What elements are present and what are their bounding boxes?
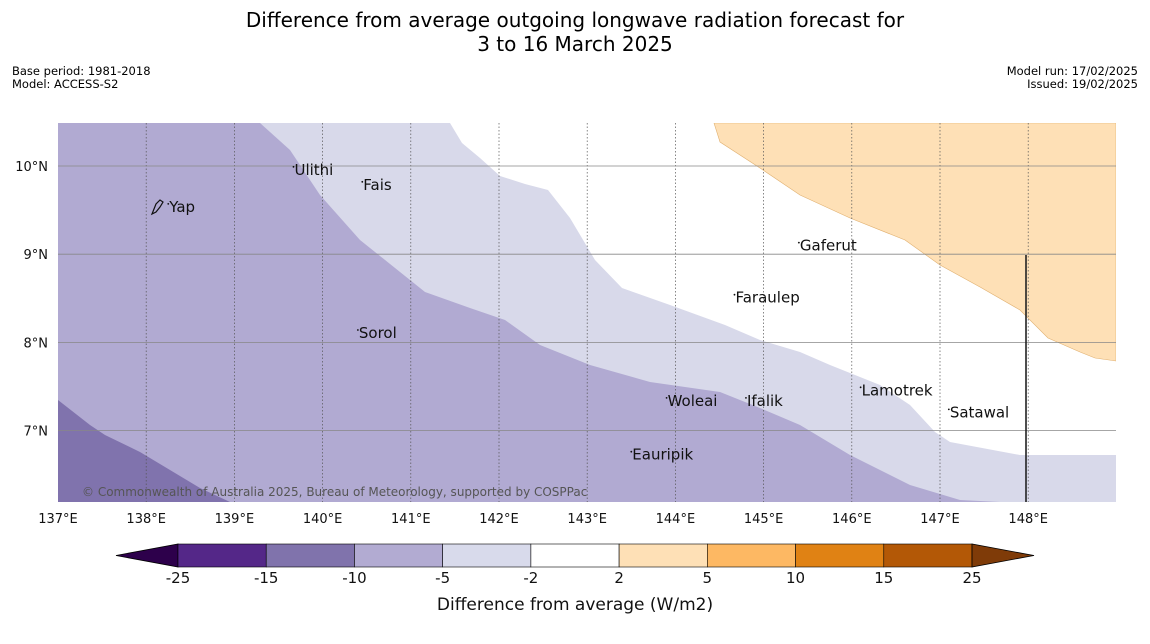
- latitude-tick-label: 7°N: [24, 425, 49, 440]
- colorbar-tick-label: 25: [962, 569, 981, 587]
- model-text: Model: ACCESS-S2: [12, 77, 119, 91]
- place-labels: Yap Ulithi Fais Gaferut Faraulep Sorol Lamotre…: [167, 161, 1009, 464]
- longitude-tick-label: 143°E: [567, 512, 607, 527]
- longitude-tick-label: 138°E: [126, 512, 166, 527]
- longitude-tick-label: 139°E: [215, 512, 255, 527]
- longitude-tick-label: 141°E: [391, 512, 431, 527]
- colorbar-segment: [795, 543, 885, 568]
- island-marker: [733, 293, 736, 296]
- colorbar-segment: [354, 543, 443, 568]
- place-label: Woleai: [668, 392, 718, 410]
- place-label: Satawal: [950, 403, 1009, 421]
- colorbar: -25 -15 -10 -5 -2 2 5 10 15 25: [115, 543, 1035, 587]
- island-marker: [745, 397, 747, 399]
- colorbar-tick-label: -2: [523, 569, 538, 587]
- colorbar-segment: [530, 543, 620, 568]
- island-marker: [797, 241, 800, 244]
- colorbar-segment: [618, 543, 708, 568]
- island-marker: [630, 450, 633, 453]
- island-marker: [292, 165, 295, 168]
- longitude-tick-label: 148°E: [1008, 512, 1048, 527]
- latitude-tick-label: 10°N: [15, 160, 48, 175]
- colorbar-tick-label: -5: [435, 569, 450, 587]
- longitude-tick-label: 137°E: [38, 512, 78, 527]
- map-title-line-1: Difference from average outgoing longwav…: [245, 8, 905, 32]
- latitude-tick-labels: 10°N 9°N 8°N 7°N: [15, 160, 48, 440]
- anomaly-band-minus15-to-minus10: [58, 400, 230, 502]
- place-label: Fais: [363, 176, 392, 194]
- latitude-tick-label: 8°N: [24, 336, 49, 351]
- island-marker: [361, 180, 364, 183]
- longitude-tick-label: 145°E: [744, 512, 784, 527]
- anomaly-band-plus2-to-plus5: [713, 123, 1116, 362]
- longitude-tick-label: 142°E: [479, 512, 519, 527]
- place-label: Eauripik: [632, 446, 693, 464]
- model-run-text: Model run: 17/02/2025: [1006, 64, 1138, 78]
- map-title: Difference from average outgoing longwav…: [0, 8, 1150, 56]
- issued-text: Issued: 19/02/2025: [1027, 77, 1138, 91]
- forecast-info-left: Base period: 1981-2018 Model: ACCESS-S2: [12, 65, 151, 91]
- longitude-tick-label: 147°E: [920, 512, 960, 527]
- place-label: Gaferut: [800, 237, 857, 255]
- island-marker: [356, 329, 359, 331]
- base-period-text: Base period: 1981-2018: [12, 64, 151, 78]
- colorbar-tick-label: -10: [342, 569, 367, 587]
- island-marker: [947, 408, 950, 411]
- place-label: Ulithi: [294, 161, 333, 179]
- map-plot-area: Yap Ulithi Fais Gaferut Faraulep Sorol Lamotre…: [58, 123, 1116, 502]
- colorbar-segment: [883, 543, 973, 568]
- colorbar-segment: [177, 543, 267, 568]
- longitude-tick-labels: 137°E 138°E 139°E 140°E 141°E 142°E 143°E 144°E…: [38, 512, 1048, 527]
- place-label: Ifalik: [747, 392, 783, 410]
- copyright-text: © Commonwealth of Australia 2025, Bureau…: [82, 485, 587, 499]
- colorbar-extend-max: [971, 543, 1035, 568]
- place-label: Lamotrek: [862, 381, 933, 399]
- colorbar-segment: [442, 543, 532, 568]
- colorbar-tick-label: -25: [166, 569, 191, 587]
- colorbar-extend-min: [115, 543, 179, 568]
- colorbar-segment: [265, 543, 355, 568]
- colorbar-tick-label: 15: [874, 569, 893, 587]
- colorbar-title: Difference from average (W/m2): [437, 595, 713, 615]
- island-marker: [665, 397, 668, 399]
- colorbar-segment: [707, 543, 796, 568]
- colorbar-tick-label: 2: [614, 569, 624, 587]
- place-label: Sorol: [359, 324, 397, 342]
- colorbar-tick-label: -15: [254, 569, 279, 587]
- island-marker: [859, 386, 862, 389]
- island-marker: [167, 202, 170, 205]
- map-title-line-2: 3 to 16 March 2025: [477, 32, 673, 56]
- colorbar-tick-label: 10: [786, 569, 805, 587]
- latitude-tick-label: 9°N: [24, 248, 49, 263]
- longitude-tick-label: 140°E: [303, 512, 343, 527]
- forecast-info-right: Model run: 17/02/2025 Issued: 19/02/2025: [1007, 65, 1138, 91]
- longitude-tick-label: 146°E: [832, 512, 872, 527]
- place-label: Yap: [168, 198, 195, 216]
- colorbar-tick-label: 5: [703, 569, 713, 587]
- place-label: Faraulep: [735, 289, 799, 307]
- map-gridlines: [58, 123, 1116, 502]
- yap-island-outline: [150, 199, 164, 216]
- longitude-tick-label: 144°E: [656, 512, 696, 527]
